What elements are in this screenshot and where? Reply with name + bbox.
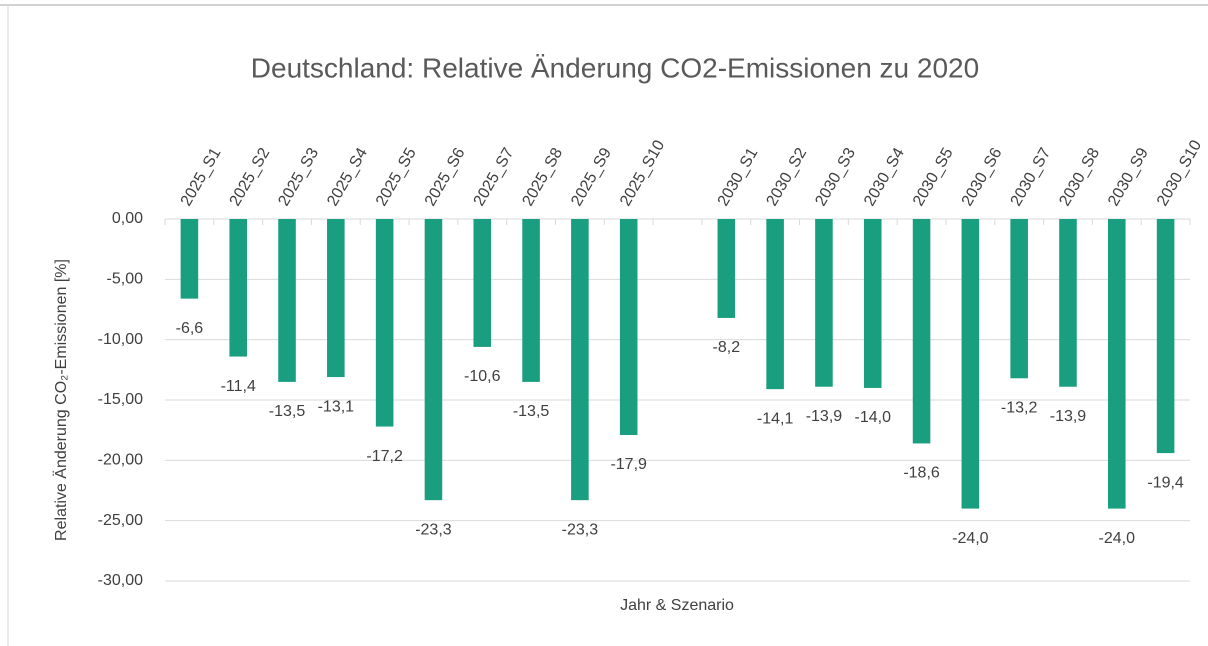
- bar: [815, 219, 833, 387]
- bar: [327, 219, 345, 378]
- value-label: -24,0: [1099, 530, 1136, 547]
- bar: [1156, 219, 1175, 454]
- x-tick-label: 2025_S6: [422, 145, 469, 209]
- x-tick-label: 2030_S8: [1056, 145, 1103, 209]
- bar: [229, 219, 247, 357]
- bar: [766, 219, 784, 390]
- y-tick-label: -10,00: [98, 331, 143, 348]
- bar: [278, 219, 296, 382]
- bar: [1010, 219, 1028, 379]
- bar: [375, 219, 394, 427]
- x-tick-label: 2025_S10: [617, 137, 668, 209]
- value-label: -17,2: [366, 448, 403, 465]
- y-tick-label: -15,00: [98, 391, 143, 408]
- x-tick-label: 2025_S9: [568, 145, 615, 209]
- x-tick-label: 2025_S3: [275, 145, 322, 209]
- y-tick-label: -20,00: [98, 452, 143, 469]
- value-label: -19,4: [1147, 474, 1184, 491]
- x-tick-label: 2030_S2: [764, 145, 811, 209]
- y-tick-label: 0,00: [112, 210, 143, 227]
- x-tick-label: 2025_S5: [373, 145, 420, 209]
- x-tick-label: 2030_S3: [812, 145, 859, 209]
- bar: [863, 219, 882, 388]
- value-label: -8,2: [713, 339, 741, 356]
- value-label: -13,5: [269, 403, 306, 420]
- bar: [619, 219, 638, 435]
- bar: [1059, 219, 1077, 387]
- y-tick-label: -25,00: [98, 512, 143, 529]
- value-label: -14,0: [855, 409, 892, 426]
- x-tick-label: 2030_S5: [910, 145, 957, 209]
- value-label: -13,2: [1001, 399, 1038, 416]
- x-tick-label: 2030_S6: [959, 145, 1006, 209]
- bar: [717, 219, 736, 318]
- bar: [571, 219, 589, 501]
- value-label: -6,6: [176, 320, 204, 337]
- bar: [180, 219, 199, 299]
- y-tick-label: -5,00: [107, 271, 144, 288]
- y-axis-label: Relative Änderung CO₂-Emissionen [%]: [52, 259, 70, 541]
- x-tick-label: 2025_S4: [324, 145, 371, 209]
- bar: [961, 219, 980, 509]
- value-label: -17,9: [610, 456, 647, 473]
- chart-title: Deutschland: Relative Änderung CO2-Emiss…: [251, 52, 979, 83]
- value-label: -18,6: [903, 465, 940, 482]
- value-label: -24,0: [952, 530, 989, 547]
- x-tick-label: 2025_S8: [519, 145, 566, 209]
- x-axis-label: Jahr & Szenario: [620, 597, 734, 614]
- bar: [424, 219, 443, 501]
- x-tick-label: 2030_S9: [1105, 145, 1152, 209]
- value-label: -11,4: [221, 378, 256, 395]
- value-label: -10,6: [464, 368, 501, 385]
- value-label: -23,3: [562, 521, 599, 538]
- x-tick-label: 2030_S10: [1154, 137, 1205, 209]
- value-label: -13,9: [1050, 408, 1087, 425]
- x-tick-label: 2025_S1: [178, 145, 225, 209]
- value-label: -13,5: [513, 403, 550, 420]
- bar: [912, 219, 931, 444]
- x-tick-label: 2030_S4: [861, 145, 908, 209]
- y-tick-label: -30,00: [98, 572, 143, 589]
- value-label: -14,1: [757, 410, 794, 427]
- x-tick-label: 2030_S7: [1008, 145, 1055, 209]
- bar: [1108, 219, 1126, 509]
- bar: [522, 219, 540, 382]
- value-label: -23,3: [415, 521, 452, 538]
- x-tick-label: 2025_S7: [471, 145, 518, 209]
- value-label: -13,9: [806, 408, 843, 425]
- bar: [473, 219, 492, 347]
- x-tick-label: 2025_S2: [227, 145, 274, 209]
- value-label: -13,1: [318, 398, 355, 415]
- x-tick-label: 2030_S1: [715, 145, 762, 209]
